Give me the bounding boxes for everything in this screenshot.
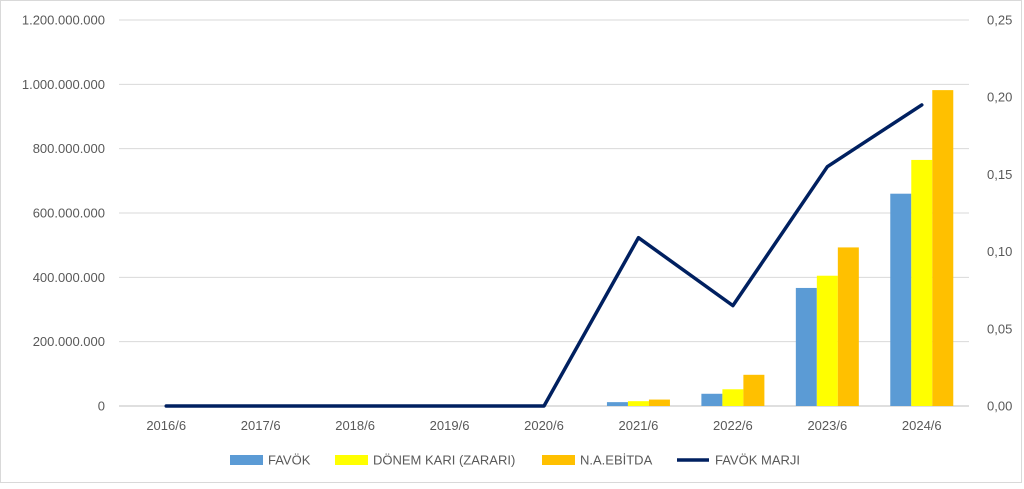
x-tick-label: 2018/6 — [335, 418, 375, 433]
bar — [627, 401, 649, 406]
x-tick-label: 2023/6 — [807, 418, 847, 433]
x-tick-label: 2020/6 — [524, 418, 564, 433]
x-axis: 2016/6 2017/6 2018/6 2019/6 2020/6 2021/6 2022… — [146, 418, 941, 433]
y-right-tick-label: 0,25 — [987, 13, 1012, 28]
y-right-tick-label: 0,10 — [987, 244, 1012, 259]
line-series — [164, 103, 924, 408]
legend-swatch — [335, 455, 368, 465]
y-left-tick-label: 200.000.000 — [33, 334, 105, 349]
y-right-tick-label: 0,20 — [987, 90, 1012, 105]
legend-label: FAVÖK — [268, 453, 311, 468]
gridlines — [119, 19, 969, 407]
bar — [701, 393, 723, 406]
legend-label: DÖNEM KARI (ZARARI) — [373, 453, 515, 468]
bar — [743, 374, 765, 406]
y-right-tick-label: 0,15 — [987, 167, 1012, 182]
bar — [722, 389, 744, 406]
legend-swatch — [542, 455, 575, 465]
x-tick-label: 2017/6 — [241, 418, 281, 433]
legend-label: FAVÖK MARJI — [715, 453, 800, 468]
bar — [816, 275, 838, 406]
y-right-tick-label: 0,00 — [987, 399, 1012, 414]
y-left-tick-label: 1.000.000.000 — [22, 77, 105, 92]
bar — [911, 159, 933, 406]
legend-label: N.A.EBİTDA — [580, 453, 653, 468]
x-tick-label: 2022/6 — [713, 418, 753, 433]
bar — [648, 399, 670, 406]
bar — [606, 402, 628, 406]
bar — [795, 287, 817, 406]
y-left-tick-label: 800.000.000 — [33, 141, 105, 156]
x-tick-label: 2016/6 — [146, 418, 186, 433]
legend: FAVÖK DÖNEM KARI (ZARARI) N.A.EBİTDA FAVÖK … — [230, 453, 800, 468]
y-left-tick-label: 0 — [98, 399, 105, 414]
y-left-tick-label: 600.000.000 — [33, 206, 105, 221]
y-left-tick-label: 1.200.000.000 — [22, 13, 105, 28]
y-right-tick-label: 0,05 — [987, 321, 1012, 336]
y-left-tick-label: 400.000.000 — [33, 270, 105, 285]
y-axis-left: 0 200.000.000 400.000.000 600.000.000 800.00… — [22, 13, 105, 414]
series-line-favok-marji — [164, 103, 924, 408]
legend-swatch — [230, 455, 263, 465]
x-tick-label: 2019/6 — [430, 418, 470, 433]
bar — [932, 90, 954, 406]
bar-series — [606, 90, 954, 406]
bar — [890, 193, 912, 406]
x-tick-label: 2021/6 — [619, 418, 659, 433]
x-tick-label: 2024/6 — [902, 418, 942, 433]
y-axis-right: 0,00 0,05 0,10 0,15 0,20 0,25 — [987, 13, 1012, 414]
bar — [837, 247, 859, 406]
